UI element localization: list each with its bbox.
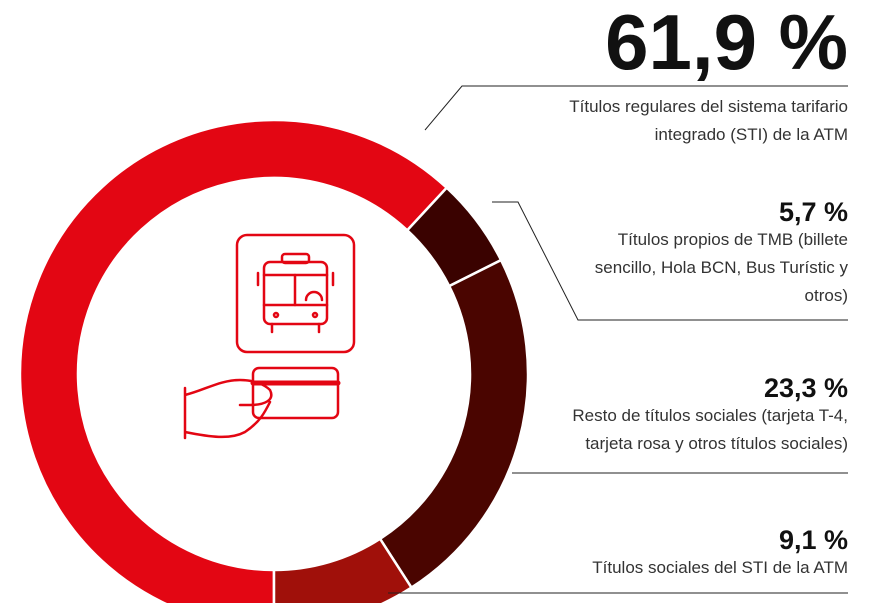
category-label: Resto de títulos sociales (tarjeta T-4, … [572, 406, 848, 453]
category-label: Títulos regulares del sistema tarifario … [569, 97, 848, 144]
percent-label: 5,7 % [778, 197, 848, 227]
leader-lines [388, 85, 848, 594]
leader-line [424, 85, 848, 131]
donut [18, 118, 530, 603]
bus-sign [280, 252, 311, 265]
percent-label: 9,1 % [778, 525, 848, 555]
card [251, 366, 340, 420]
category-label: Títulos propios de TMB (billete sencillo… [594, 230, 848, 305]
bus-details [256, 271, 335, 334]
label-group: 9,1 % Títulos sociales del STI de la ATM [538, 524, 848, 582]
leader-line [492, 201, 848, 321]
icons [183, 233, 356, 440]
bus-light [311, 311, 319, 319]
category-label: Títulos sociales del STI de la ATM [592, 558, 848, 577]
bus-light [272, 311, 280, 319]
bus-wheel [304, 290, 324, 302]
label-group: 23,3 % Resto de títulos sociales (tarjet… [538, 372, 848, 458]
donut-segment [272, 537, 414, 603]
label-group: 61,9 % Títulos regulares del sistema tar… [558, 2, 848, 149]
donut-segment [18, 118, 449, 603]
hand [183, 378, 273, 440]
donut-segment [378, 258, 530, 590]
bus-icon-frame [235, 233, 356, 354]
label-group: 5,7 % Títulos propios de TMB (billete se… [576, 196, 848, 310]
percent-label: 23,3 % [763, 373, 848, 403]
percent-label: 61,9 % [605, 0, 848, 86]
